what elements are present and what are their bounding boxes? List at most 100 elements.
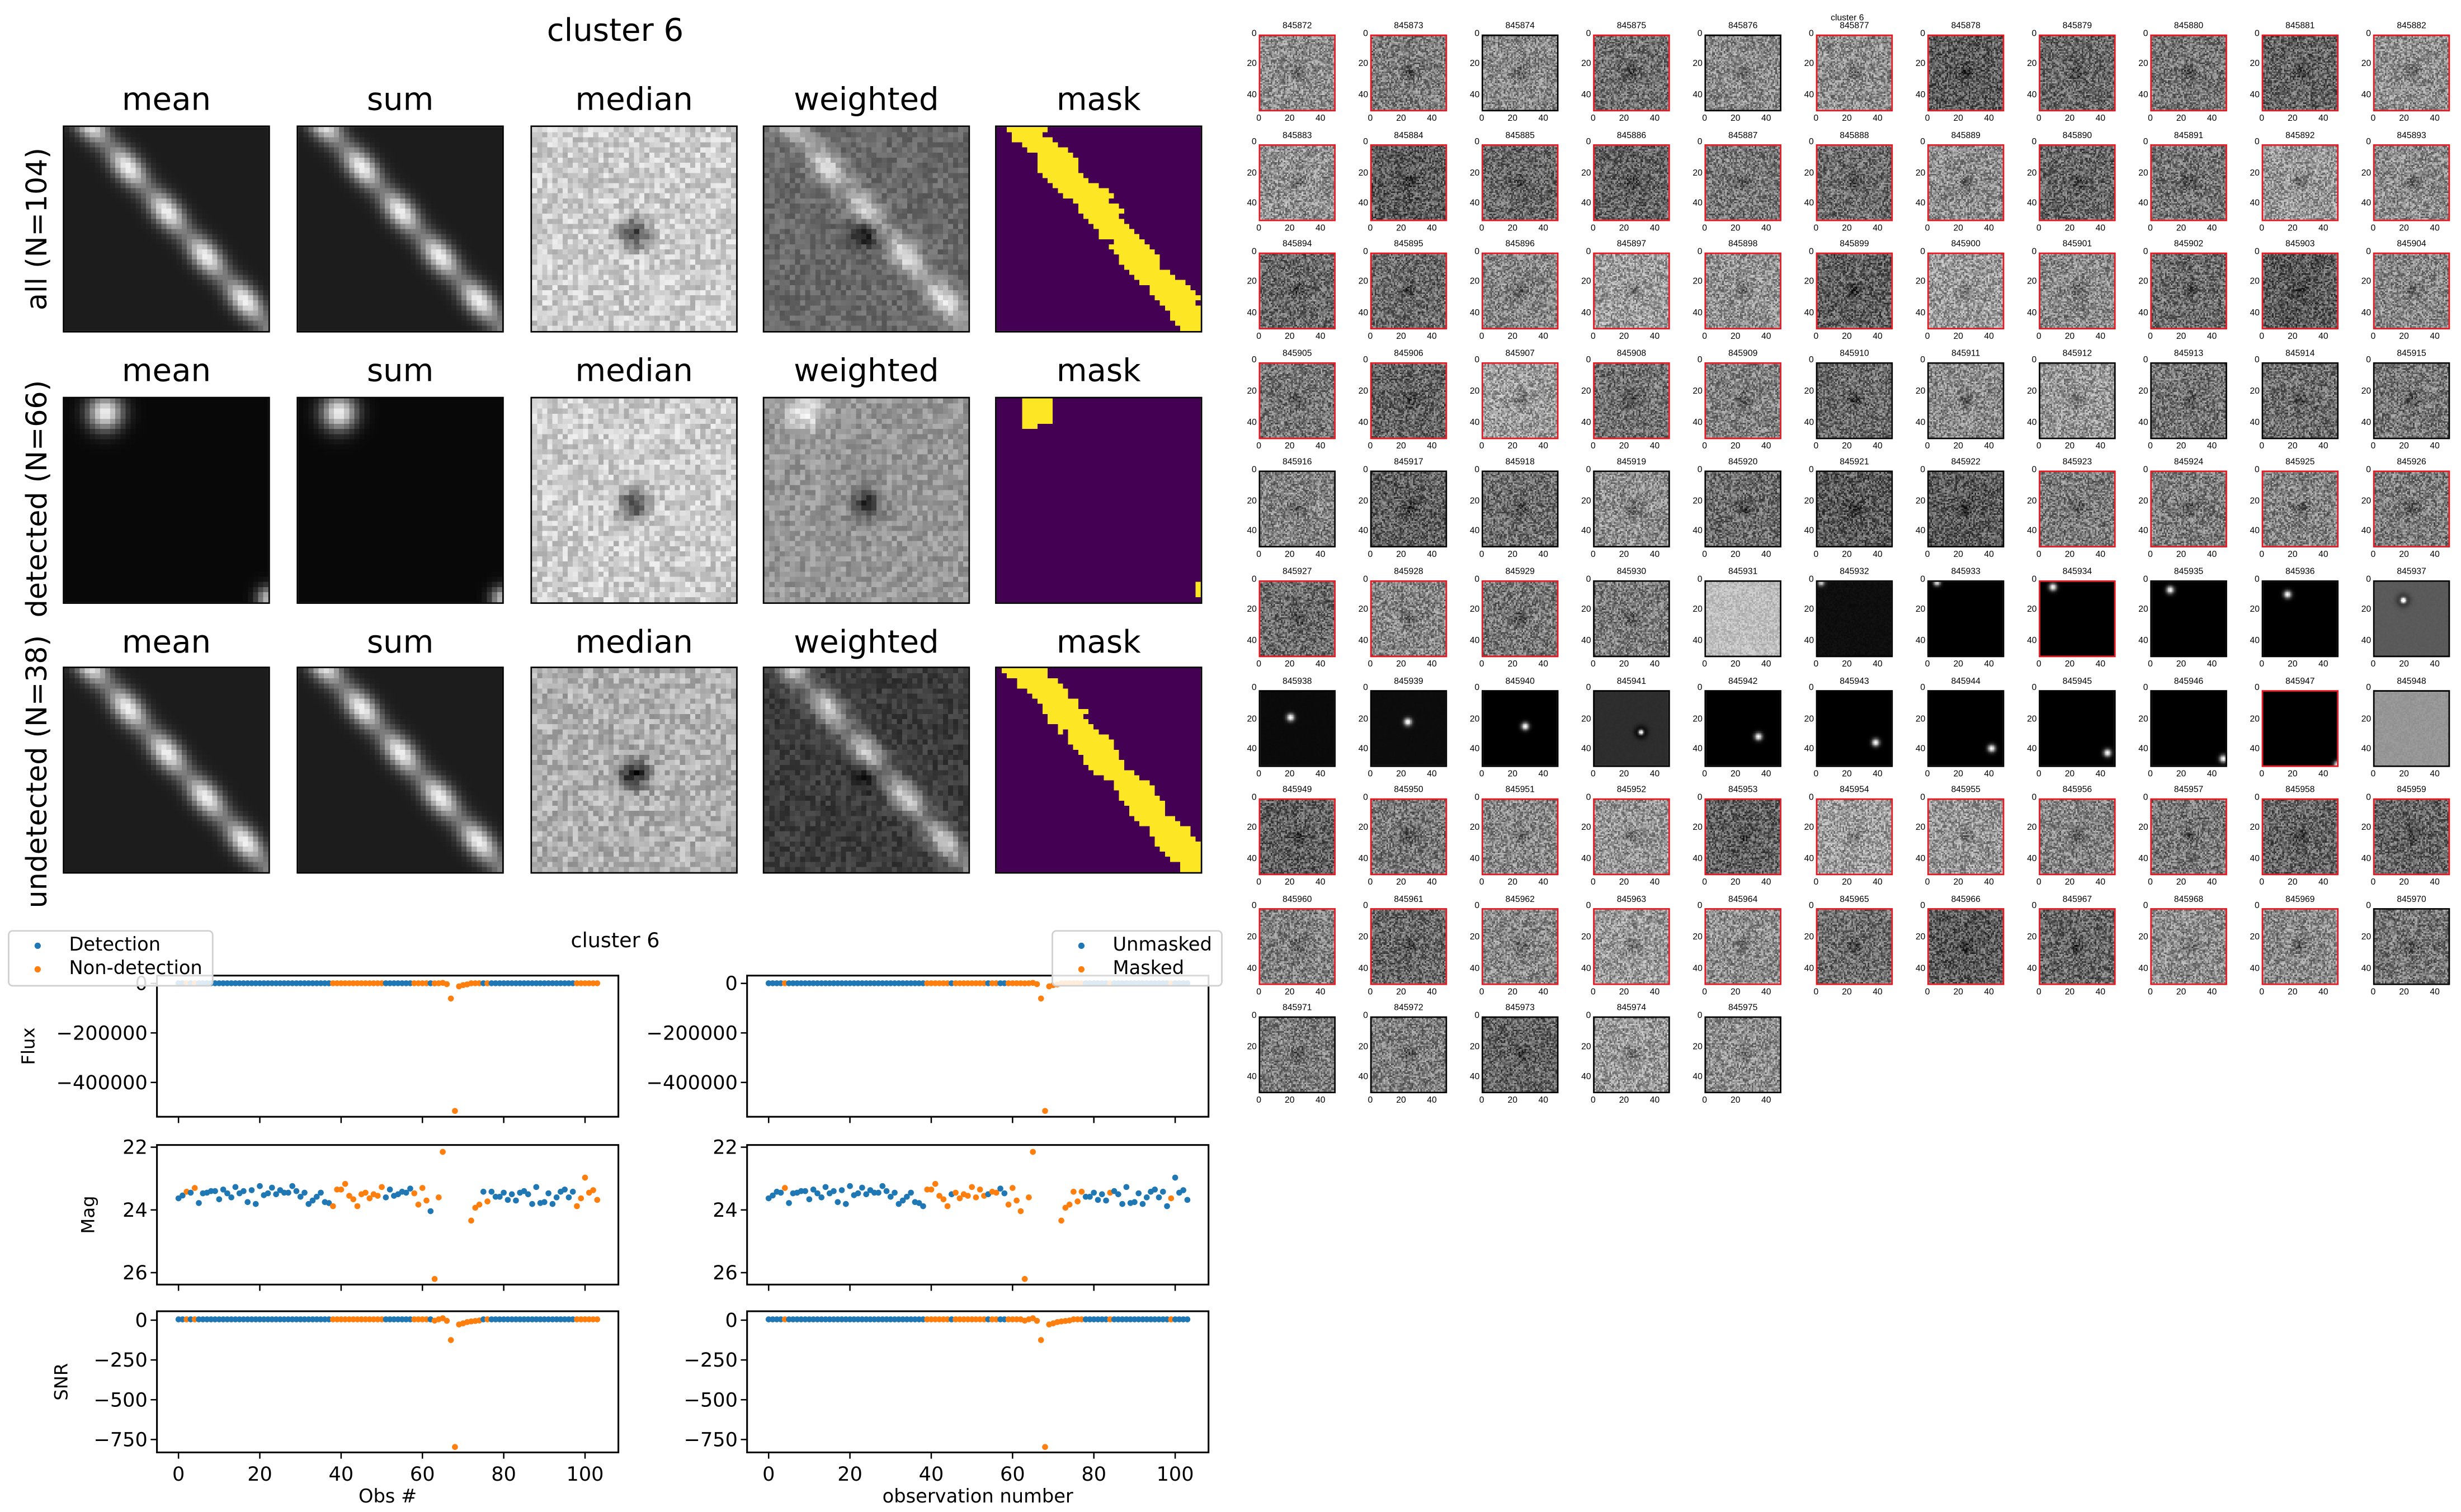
thumbnail-y-tick: 40 bbox=[1915, 309, 1926, 319]
thumbnail-y-tick: 0 bbox=[2366, 465, 2371, 475]
thumbnail-x-tick: 20 bbox=[1619, 551, 1629, 561]
thumbnail-x-tick: 40 bbox=[2430, 551, 2440, 561]
thumbnail-y-tick: 40 bbox=[1915, 200, 1926, 209]
thumbnail-y-tick: 0 bbox=[2254, 684, 2260, 694]
y-tick-label: 26 bbox=[713, 1261, 738, 1284]
thumbnail-y-tick: 40 bbox=[2138, 527, 2148, 537]
point-masked bbox=[1078, 1188, 1085, 1195]
thumbnail-y-tick: 0 bbox=[1697, 247, 1703, 257]
thumbnail-y-tick: 20 bbox=[2361, 605, 2372, 615]
thumbnail-y-tick: 40 bbox=[2138, 418, 2148, 428]
thumbnail-y-tick: 20 bbox=[1804, 824, 1814, 834]
thumbnail-title: 845959 bbox=[2397, 786, 2426, 796]
thumbnail-y-tick: 0 bbox=[2031, 356, 2037, 366]
thumbnail-x-tick: 20 bbox=[1842, 333, 1852, 343]
thumbnail-x-tick: 20 bbox=[1730, 878, 1741, 889]
thumbnail-y-tick: 40 bbox=[2250, 745, 2260, 755]
thumbnail-y-tick: 0 bbox=[1697, 29, 1703, 39]
point-detection bbox=[529, 1201, 535, 1207]
thumbnail-title: 845963 bbox=[1616, 895, 1647, 905]
thumbnail-title: 845917 bbox=[1394, 459, 1423, 468]
thumbnail-x-tick: 0 bbox=[2036, 223, 2042, 233]
thumbnail-y-tick: 0 bbox=[1586, 793, 1591, 803]
thumbnail-title: 845905 bbox=[1283, 349, 1312, 359]
thumbnail-y-tick: 40 bbox=[1358, 527, 1369, 537]
thumbnail-x-tick: 40 bbox=[1538, 551, 1548, 561]
thumbnail-image bbox=[1258, 253, 1336, 330]
point-detection bbox=[220, 1186, 227, 1193]
thumbnail-x-tick: 0 bbox=[1702, 660, 1707, 670]
thumbnail-x-tick: 40 bbox=[2430, 660, 2440, 670]
thumbnail-y-tick: 20 bbox=[2138, 169, 2148, 178]
point-unmasked bbox=[997, 1185, 1003, 1192]
thumbnail-y-tick: 20 bbox=[2138, 824, 2148, 834]
thumbnail-image bbox=[1704, 362, 1781, 439]
thumbnail-title: 845961 bbox=[1394, 895, 1423, 905]
thumbnail-x-tick: 40 bbox=[1873, 551, 1883, 561]
thumbnail-y-tick: 0 bbox=[2366, 575, 2371, 584]
point-unmasked bbox=[916, 1200, 922, 1206]
thumbnail-image bbox=[2373, 253, 2450, 330]
thumbnail-x-tick: 40 bbox=[2207, 551, 2217, 561]
x-tick-label: 60 bbox=[410, 1463, 435, 1486]
thumbnail-x-tick: 20 bbox=[2064, 333, 2075, 343]
thumbnail-x-tick: 40 bbox=[1761, 660, 1771, 670]
thumbnail-x-tick: 40 bbox=[1427, 878, 1437, 889]
thumbnail-x-tick: 40 bbox=[1984, 114, 1994, 124]
thumbnail-x-tick: 0 bbox=[2259, 114, 2265, 124]
thumbnail-y-tick: 40 bbox=[2027, 527, 2037, 537]
mask-legend: Unmasked Masked bbox=[1052, 930, 1223, 987]
thumbnail-y-tick: 0 bbox=[1809, 465, 1814, 475]
thumbnail-x-tick: 20 bbox=[1842, 223, 1852, 233]
thumbnail-x-tick: 40 bbox=[1761, 551, 1771, 561]
thumbnail-x-tick: 0 bbox=[1479, 878, 1484, 889]
point-detection bbox=[386, 1186, 393, 1193]
thumbnail-y-tick: 20 bbox=[2027, 387, 2037, 397]
mask-cutout-image bbox=[995, 125, 1203, 333]
thumbnail-image bbox=[2373, 143, 2450, 221]
thumbnail-image bbox=[2261, 362, 2339, 439]
thumbnail-y-tick: 40 bbox=[2250, 90, 2260, 100]
thumbnail-x-tick: 40 bbox=[1649, 114, 1660, 124]
thumbnail-y-tick: 0 bbox=[2031, 793, 2037, 803]
x-axis-label: Obs # bbox=[359, 1485, 417, 1507]
thumbnail-x-tick: 40 bbox=[1427, 223, 1437, 233]
thumbnail-x-tick: 20 bbox=[1842, 551, 1852, 561]
point-unmasked bbox=[802, 1188, 808, 1194]
thumbnail-x-tick: 40 bbox=[1538, 442, 1548, 452]
thumbnail-y-tick: 40 bbox=[1358, 309, 1369, 319]
y-tick-label: 0 bbox=[725, 1309, 738, 1332]
thumbnail-y-tick: 20 bbox=[1581, 59, 1591, 69]
thumbnail-x-tick: 0 bbox=[2259, 333, 2265, 343]
thumbnail-y-tick: 40 bbox=[2138, 745, 2148, 755]
thumbnail-x-tick: 0 bbox=[2370, 223, 2376, 233]
thumbnail-image bbox=[2373, 34, 2450, 112]
point-masked bbox=[1168, 1195, 1175, 1202]
thumbnail-y-tick: 0 bbox=[1697, 793, 1703, 803]
thumbnail-image bbox=[1481, 143, 1559, 221]
point-non-detection bbox=[582, 1174, 588, 1181]
axes-frame bbox=[746, 1310, 1210, 1453]
thumbnail-x-tick: 40 bbox=[2318, 551, 2328, 561]
thumbnail-title: 845952 bbox=[1616, 786, 1647, 796]
point-detection bbox=[545, 1190, 551, 1197]
thumbnail-title: 845947 bbox=[2285, 677, 2315, 687]
point-non-detection bbox=[191, 1185, 198, 1191]
thumbnail-image bbox=[1704, 143, 1781, 221]
thumbnail-y-tick: 0 bbox=[1363, 356, 1368, 366]
thumbnail-x-tick: 20 bbox=[2176, 987, 2186, 998]
point-detection bbox=[565, 1194, 572, 1201]
point-unmasked bbox=[892, 1189, 898, 1196]
thumbnail-y-tick: 0 bbox=[1920, 247, 1926, 257]
column-title-weighted: weighted bbox=[794, 80, 939, 118]
thumbnail-title: 845897 bbox=[1616, 240, 1647, 250]
thumbnail-title: 845880 bbox=[2174, 22, 2204, 32]
thumbnail-y-tick: 0 bbox=[2143, 684, 2148, 694]
thumbnail-y-tick: 20 bbox=[2250, 59, 2260, 69]
thumbnail-x-tick: 0 bbox=[2259, 442, 2265, 452]
thumbnail-y-tick: 20 bbox=[1915, 387, 1926, 397]
thumbnail-y-tick: 0 bbox=[1251, 684, 1257, 694]
point-non-detection bbox=[594, 980, 601, 986]
thumbnail-y-tick: 0 bbox=[2366, 138, 2371, 148]
thumbnail-x-tick: 40 bbox=[1427, 987, 1437, 998]
